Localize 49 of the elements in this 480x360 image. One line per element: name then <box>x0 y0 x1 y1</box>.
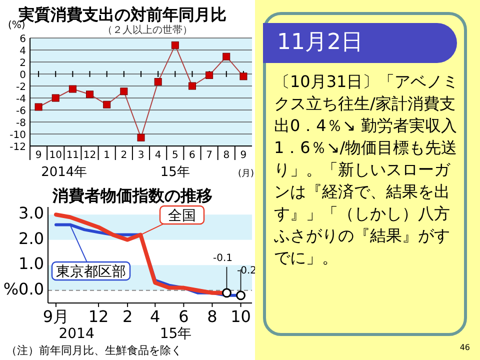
x-tick-label: 11 <box>66 150 80 161</box>
annotation: -0.1 <box>212 252 232 264</box>
y-tick-label: -12 <box>10 142 26 153</box>
chart-subtitle: （２人以上の世帯） <box>102 24 192 36</box>
text: 15年 <box>160 326 192 342</box>
y-tick-label: 2.0 <box>18 228 44 248</box>
y-tick-label: -8 <box>16 118 26 129</box>
x-tick-label: 12 <box>88 307 109 326</box>
y-tick-label: %0.0 <box>3 279 44 298</box>
y-tick-label: 0 <box>20 70 26 81</box>
text: 全国 <box>168 208 196 224</box>
y-tick-label: 6 <box>20 34 26 45</box>
text: 2014年 <box>41 165 88 180</box>
y-tick-label: 2 <box>20 58 26 69</box>
x-tick-label: 1 <box>104 150 110 161</box>
chart-title: 消費者物価指数の推移 <box>52 186 212 205</box>
x-tick-label: 6 <box>189 150 196 161</box>
x-tick-label: 8 <box>223 150 230 161</box>
y-tick-label: -4 <box>16 94 26 105</box>
x-tick-label: 12 <box>83 150 96 161</box>
text: 〔10月31日〕「アベノミクス立ち往生/家計消費支出0．4％↘ 勤労者実収入1．6％↘/物価目標も先送り」。「新しいスローガンは『経済で、結果を出す』」「（しかし）八方ふさがりの『結果』がすでに」。 <box>274 72 459 267</box>
y-tick-label: 4 <box>20 46 26 57</box>
x-tick-label: 5 <box>172 150 178 161</box>
y-tick-label: 1.0 <box>18 254 44 274</box>
x-tick-label: 4 <box>154 150 162 161</box>
x-tick-label: 10 <box>230 307 251 326</box>
x-tick-label: 10 <box>49 150 62 161</box>
text: 2014 <box>58 326 94 342</box>
y-tick-label: -10 <box>10 130 26 141</box>
x-tick-label: 4 <box>150 307 160 326</box>
y-tick-label: -2 <box>16 82 26 93</box>
x-axis-title: (月) <box>238 169 254 179</box>
text: （注）前年同月比、生鮮食品を除く <box>6 344 182 357</box>
x-tick-label: 6 <box>178 307 189 326</box>
x-tick-label: 9月 <box>42 307 70 326</box>
x-tick-label: 7 <box>206 150 212 161</box>
x-tick-label: 8 <box>207 307 218 326</box>
text: 15年 <box>160 165 190 180</box>
y-axis-title: (%) <box>8 20 26 31</box>
y-tick-label: -6 <box>16 106 26 117</box>
x-tick-label: 9 <box>35 150 42 161</box>
x-tick-label: 9 <box>240 150 247 161</box>
series-label: 東京都区部 <box>56 264 126 280</box>
x-tick-label: 3 <box>138 150 144 161</box>
text: 46 <box>460 343 470 352</box>
x-tick-label: 2 <box>122 307 133 326</box>
x-tick-label: 2 <box>120 150 128 161</box>
y-tick-label: 3.0 <box>18 204 44 223</box>
text: 11月2日 <box>263 23 457 63</box>
